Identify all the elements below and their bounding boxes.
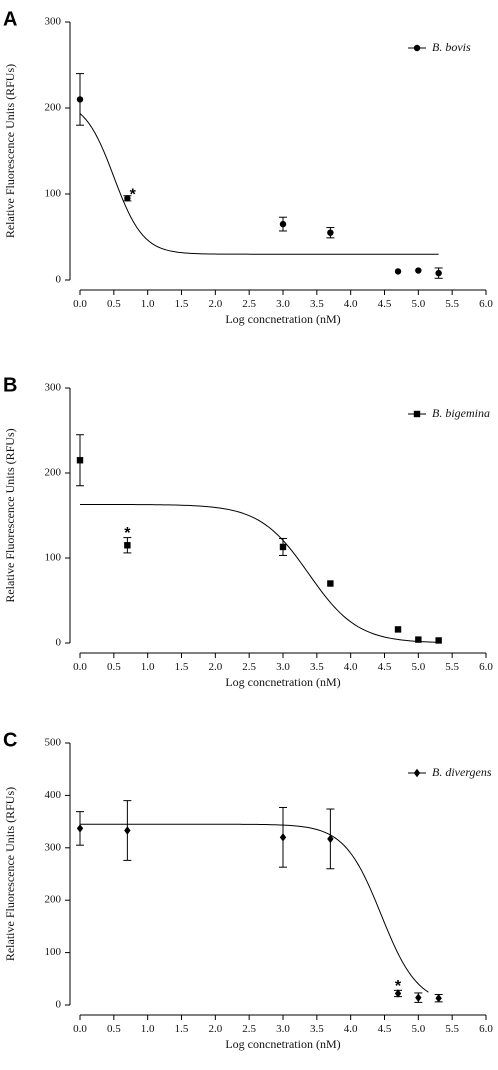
x-tick-label: 5.0 bbox=[411, 1023, 425, 1035]
panel-letter: A bbox=[3, 8, 17, 30]
x-tick-label: 3.5 bbox=[310, 1023, 324, 1035]
data-point bbox=[415, 267, 422, 274]
data-point bbox=[394, 989, 402, 998]
x-tick-label: 5.5 bbox=[445, 661, 459, 673]
x-tick-label: 0.0 bbox=[73, 661, 87, 673]
x-tick-label: 6.0 bbox=[479, 298, 493, 310]
data-point bbox=[124, 542, 131, 549]
data-point bbox=[415, 636, 422, 643]
x-tick-label: 3.0 bbox=[276, 1023, 290, 1035]
x-tick-label: 6.0 bbox=[479, 1023, 493, 1035]
data-point bbox=[279, 543, 287, 551]
x-tick-label: 5.0 bbox=[411, 661, 425, 673]
x-tick-label: 5.5 bbox=[445, 298, 459, 310]
x-tick-label: 4.5 bbox=[378, 1023, 392, 1035]
data-point bbox=[327, 580, 334, 587]
y-tick-label: 400 bbox=[45, 789, 62, 801]
y-tick-label: 100 bbox=[45, 188, 62, 200]
fit-curve bbox=[80, 503, 439, 643]
data-point bbox=[124, 826, 131, 835]
panel-c: C 0 100 200 300 400 500 0.0 0.5 1.0 1.5 2.0 2.5 3.0 3.… bbox=[3, 729, 493, 1051]
data-point bbox=[394, 626, 402, 633]
x-tick-label: 2.0 bbox=[208, 1023, 222, 1035]
x-tick-label: 1.0 bbox=[141, 661, 155, 673]
legend-label: B. bovis bbox=[432, 40, 471, 54]
data-point bbox=[327, 834, 334, 844]
y-axis-label: Relative Fluorescence Units (RFUs) bbox=[3, 428, 17, 602]
y-tick-label: 200 bbox=[45, 102, 62, 114]
x-tick-label: 5.5 bbox=[445, 1023, 459, 1035]
x-tick-label: 0.0 bbox=[73, 1023, 87, 1035]
data-point bbox=[435, 993, 442, 1003]
y-tick-label: 300 bbox=[45, 16, 62, 28]
legend-marker bbox=[413, 768, 421, 778]
data-point bbox=[327, 229, 334, 236]
significance-star: * bbox=[124, 525, 131, 542]
data-point bbox=[435, 637, 442, 644]
panel-b: B 0 100 200 300 0.0 0.5 1.0 1.5 2.0 2.5 3.0 3.5 4.0 4.… bbox=[3, 374, 493, 689]
significance-star: * bbox=[130, 186, 137, 203]
x-tick-label: 4.0 bbox=[344, 661, 358, 673]
x-tick-label: 3.0 bbox=[276, 661, 290, 673]
x-axis-label: Log concnetration (nM) bbox=[225, 675, 340, 689]
x-axis-label: Log concnetration (nM) bbox=[225, 312, 340, 326]
y-tick-label: 500 bbox=[45, 737, 62, 749]
x-tick-label: 4.0 bbox=[344, 1023, 358, 1035]
y-tick-label: 300 bbox=[45, 382, 62, 394]
legend-marker bbox=[413, 410, 421, 418]
x-tick-label: 3.0 bbox=[276, 298, 290, 310]
x-tick-label: 3.5 bbox=[310, 661, 324, 673]
x-tick-label: 2.5 bbox=[242, 298, 256, 310]
data-point bbox=[415, 993, 422, 1002]
y-tick-label: 100 bbox=[45, 946, 62, 958]
x-tick-label: 1.5 bbox=[175, 661, 189, 673]
y-tick-label: 0 bbox=[56, 999, 62, 1011]
x-tick-label: 6.0 bbox=[479, 661, 493, 673]
panel-letter: B bbox=[3, 374, 17, 396]
fit-curve bbox=[80, 823, 429, 993]
y-tick-label: 100 bbox=[45, 552, 62, 564]
data-point bbox=[76, 457, 84, 464]
x-tick-label: 0.5 bbox=[107, 661, 121, 673]
y-axis-label: Relative Fluorescence Units (RFUs) bbox=[3, 787, 17, 961]
legend-label: B. divergens bbox=[432, 765, 492, 779]
fit-curve bbox=[79, 113, 439, 255]
x-tick-label: 1.5 bbox=[175, 1023, 189, 1035]
y-tick-label: 300 bbox=[45, 841, 62, 853]
data-point bbox=[124, 195, 131, 202]
x-tick-label: 2.5 bbox=[242, 661, 256, 673]
legend-marker bbox=[413, 44, 421, 52]
x-tick-label: 4.5 bbox=[378, 661, 392, 673]
data-point bbox=[279, 833, 287, 842]
y-tick-label: 0 bbox=[56, 637, 62, 649]
x-tick-label: 0.5 bbox=[107, 1023, 121, 1035]
panel-letter: C bbox=[3, 729, 17, 751]
x-tick-label: 3.5 bbox=[310, 298, 324, 310]
x-tick-label: 4.5 bbox=[378, 298, 392, 310]
x-tick-label: 0.5 bbox=[107, 298, 121, 310]
x-axis-label: Log concnetration (nM) bbox=[225, 1037, 340, 1051]
x-tick-label: 2.5 bbox=[242, 1023, 256, 1035]
x-tick-label: 2.0 bbox=[208, 661, 222, 673]
data-point bbox=[76, 96, 84, 103]
x-tick-label: 4.0 bbox=[344, 298, 358, 310]
data-point bbox=[435, 269, 442, 277]
data-point bbox=[279, 220, 287, 228]
x-tick-label: 5.0 bbox=[411, 298, 425, 310]
x-tick-label: 1.0 bbox=[141, 298, 155, 310]
significance-star: * bbox=[395, 978, 402, 995]
y-axis-label: Relative Fluorescence Units (RFUs) bbox=[3, 64, 17, 238]
panel-a: A 0 100 200 300 0.0 0.5 1.0 1.5 2.0 2.5 3.0 3.5 4.0 4.… bbox=[3, 8, 493, 326]
x-tick-label: 2.0 bbox=[208, 298, 222, 310]
data-point bbox=[394, 268, 402, 275]
data-point bbox=[76, 824, 84, 833]
y-tick-label: 200 bbox=[45, 894, 62, 906]
x-tick-label: 1.5 bbox=[175, 298, 189, 310]
y-tick-label: 0 bbox=[56, 274, 62, 286]
x-tick-label: 1.0 bbox=[141, 1023, 155, 1035]
legend-label: B. bigemina bbox=[432, 406, 490, 420]
y-tick-label: 200 bbox=[45, 467, 62, 479]
x-tick-label: 0.0 bbox=[73, 298, 87, 310]
